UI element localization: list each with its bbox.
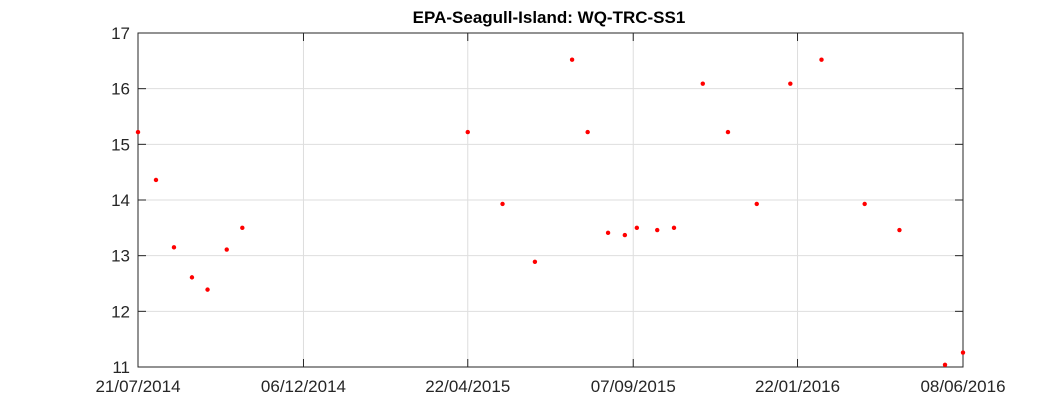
data-point <box>897 227 902 233</box>
x-tick-label: 22/04/2015 <box>425 377 510 396</box>
data-point <box>725 129 731 135</box>
chart-title: EPA-Seagull-Island: WQ-TRC-SS1 <box>413 8 686 27</box>
x-tick-label: 21/07/2014 <box>95 377 180 396</box>
data-points <box>135 57 966 367</box>
x-tick-label: 22/01/2016 <box>755 377 840 396</box>
data-point <box>135 129 141 135</box>
data-point <box>465 129 470 135</box>
data-point <box>754 201 759 207</box>
data-point <box>153 177 159 183</box>
data-point <box>634 225 640 231</box>
y-tick-label: 17 <box>111 24 130 43</box>
data-point <box>700 81 705 86</box>
x-tick-label: 06/12/2014 <box>261 377 346 396</box>
axis-ticks <box>137 32 964 368</box>
data-point <box>605 230 611 236</box>
data-point <box>862 201 867 207</box>
y-tick-label: 12 <box>111 302 130 321</box>
data-point <box>205 287 210 292</box>
x-tick-label: 08/06/2016 <box>920 377 1005 396</box>
data-point <box>240 225 245 231</box>
data-point <box>224 247 229 252</box>
x-axis-tick-labels: 21/07/2014 06/12/2014 22/04/2015 07/09/2015… <box>95 377 1005 396</box>
grid-lines <box>138 33 963 367</box>
data-point <box>655 227 660 233</box>
data-point <box>189 275 195 280</box>
x-tick-label: 07/09/2015 <box>591 377 676 396</box>
y-axis-tick-labels: 11 12 13 14 15 16 17 <box>111 24 130 377</box>
data-point <box>569 57 575 62</box>
y-tick-label: 14 <box>111 191 130 210</box>
y-tick-label: 11 <box>112 358 130 377</box>
data-point <box>532 259 538 264</box>
y-tick-label: 15 <box>111 135 130 154</box>
y-tick-label: 13 <box>111 247 130 266</box>
data-point <box>585 129 590 135</box>
data-point <box>171 245 177 250</box>
data-point <box>788 81 793 86</box>
data-point <box>819 57 824 62</box>
data-point <box>960 350 966 355</box>
data-point <box>942 362 948 367</box>
data-point <box>500 201 505 207</box>
data-point <box>622 232 628 238</box>
data-point <box>671 225 677 231</box>
y-tick-label: 16 <box>111 80 130 99</box>
